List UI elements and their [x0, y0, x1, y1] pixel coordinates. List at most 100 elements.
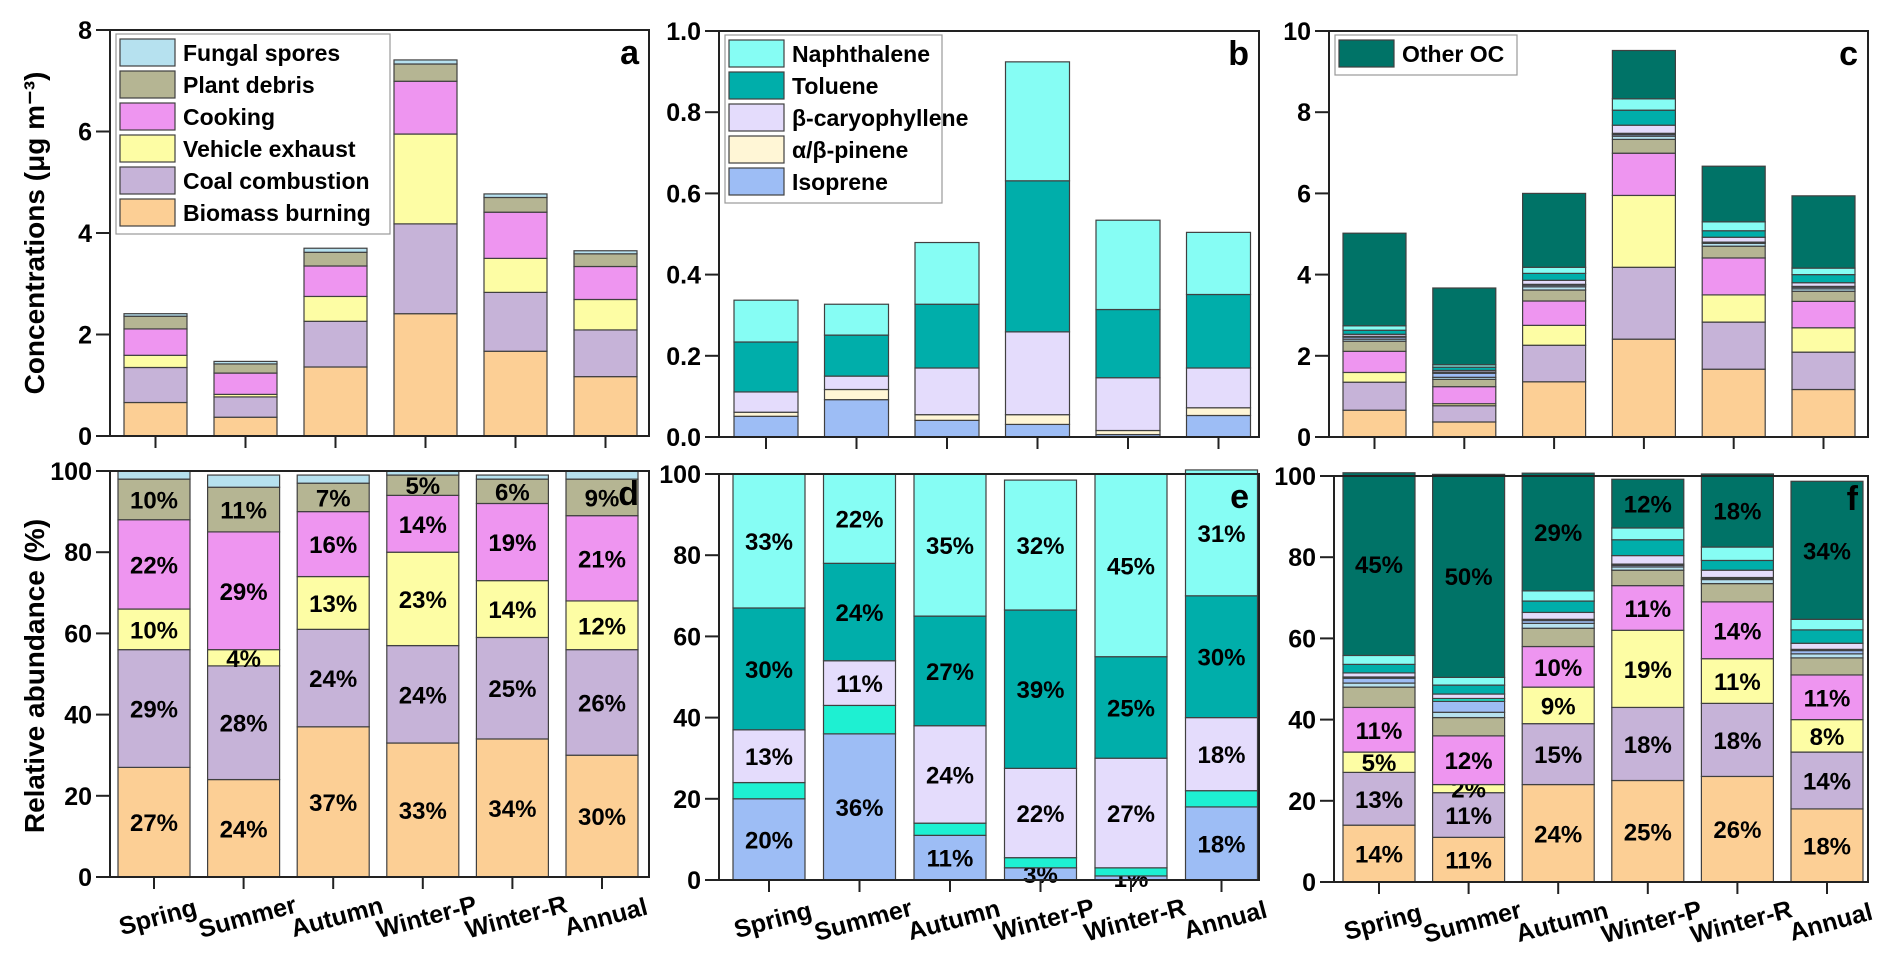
bar-stack-annual: 30% 26% 12% 21% 9% — [565, 470, 639, 878]
legend-swatch — [728, 103, 785, 132]
bar-segment — [565, 478, 639, 517]
bar-segment — [914, 419, 980, 438]
data-label: 14% — [1803, 769, 1851, 796]
bar-segment — [822, 473, 897, 564]
plot-frame — [109, 470, 650, 878]
data-label: 30% — [578, 804, 626, 831]
y-tick-label: 20 — [64, 783, 92, 811]
bar-segment — [393, 80, 458, 135]
bar-segment — [1342, 654, 1416, 665]
legend-label: Fungal spores — [183, 40, 340, 66]
y-tick-label: 80 — [673, 542, 701, 570]
data-label: 27% — [926, 659, 974, 686]
bar-segment — [1700, 775, 1775, 883]
data-label: 5% — [405, 473, 440, 500]
bar-segment — [296, 726, 370, 878]
data-label: 18% — [1197, 742, 1245, 769]
bar-segment — [1790, 629, 1864, 644]
bar-segment — [1431, 473, 1506, 678]
panel-f: 14%13%5%11%45%11%11%2%12%50%24%15%9%10%2… — [1274, 463, 1875, 949]
data-label: 14% — [399, 512, 447, 539]
y-tick-label: 2 — [78, 322, 92, 350]
bar-segment — [1342, 409, 1407, 438]
bar-segment — [1342, 325, 1407, 331]
bar-segment — [822, 660, 897, 707]
bar-stack-summer: 11%11%2%12%50% — [1431, 473, 1506, 883]
bar-segment — [1700, 559, 1775, 571]
x-tick-label: Autumn — [1513, 897, 1611, 948]
bar-segment — [207, 778, 281, 878]
data-label: 11% — [1356, 718, 1403, 745]
bar-segment — [1521, 279, 1587, 285]
x-tick-label: Annual — [561, 893, 650, 942]
y-axis-title-bottom: Relative abundance (%) — [19, 519, 50, 833]
bar-segment — [1611, 539, 1685, 557]
data-label: 25% — [1107, 695, 1155, 722]
panel-c: 0 2 4 6 8 10 c Other OC — [1283, 18, 1869, 452]
legend-swatch — [1338, 39, 1395, 68]
data-label: 22% — [130, 552, 178, 579]
bar-segment — [1095, 308, 1161, 379]
bar-segment — [823, 399, 890, 438]
bar-segment — [573, 265, 638, 301]
legend-swatch — [119, 38, 176, 67]
data-label: 8% — [1810, 724, 1845, 751]
bar-segment — [1790, 751, 1864, 810]
bar-segment — [123, 354, 188, 369]
bar-segment — [1521, 627, 1595, 648]
panel-a: 0 2 4 6 8 a Fungal spores Plant debris Cooking Ve… — [78, 17, 650, 451]
x-tick-label: Annual — [1181, 896, 1270, 945]
data-label: 9% — [1541, 693, 1576, 720]
bar-segment — [1611, 152, 1677, 197]
bar-segment — [207, 474, 281, 488]
bar-segment — [913, 615, 987, 727]
bar-segment — [1342, 677, 1416, 684]
bar-segment — [1701, 165, 1766, 223]
bar-segment — [1790, 674, 1864, 721]
y-tick-label: 0 — [1302, 869, 1316, 897]
bar-segment — [1790, 618, 1864, 631]
y-tick-label: 80 — [1288, 544, 1316, 572]
bar-segment — [1611, 124, 1677, 134]
panel-b: 0.0 0.2 0.4 0.6 0.8 1.0 b Naphthalene Toluene β-c… — [666, 18, 1260, 452]
legend-swatch — [119, 166, 176, 195]
y-tick-label: 60 — [673, 623, 701, 651]
data-label: 5% — [1362, 750, 1397, 777]
bar-segment — [1521, 590, 1595, 602]
data-label: 24% — [309, 666, 357, 693]
bar-segment — [213, 416, 278, 437]
bar-segment — [483, 291, 548, 352]
legend-label: Isoprene — [792, 169, 888, 195]
data-label: 24% — [1534, 821, 1582, 848]
bar-segment — [1700, 601, 1775, 660]
data-label: 30% — [745, 657, 793, 684]
bar-segment — [732, 607, 806, 731]
data-label: 14% — [1713, 618, 1761, 645]
bar-segment — [733, 411, 799, 417]
x-tick-label: Autumn — [288, 892, 386, 943]
bar-segment — [1521, 783, 1595, 883]
bar-segment — [1431, 792, 1506, 838]
bar-stack-winter-p — [1611, 49, 1677, 438]
data-label: 10% — [130, 617, 178, 644]
data-label: 33% — [745, 529, 793, 556]
plot-frame — [1328, 30, 1869, 438]
bar-segment — [117, 649, 191, 768]
bar-stack-annual — [573, 250, 638, 437]
y-tick-label: 2 — [1297, 343, 1311, 371]
bar-segment — [475, 478, 549, 505]
data-label: 11% — [1624, 596, 1671, 623]
bar-segment — [1521, 381, 1587, 438]
data-label: 7% — [316, 485, 351, 512]
bar-segment — [1342, 771, 1416, 826]
y-tick-label: 10 — [1283, 18, 1311, 46]
bar-segment — [823, 375, 890, 391]
bar-segment — [1184, 790, 1259, 808]
bar-segment — [386, 494, 460, 553]
bar-segment — [393, 133, 458, 225]
legend-swatch — [119, 102, 176, 131]
legend-swatch — [728, 71, 785, 100]
legend-swatch — [119, 134, 176, 163]
data-label: 11% — [220, 498, 267, 525]
